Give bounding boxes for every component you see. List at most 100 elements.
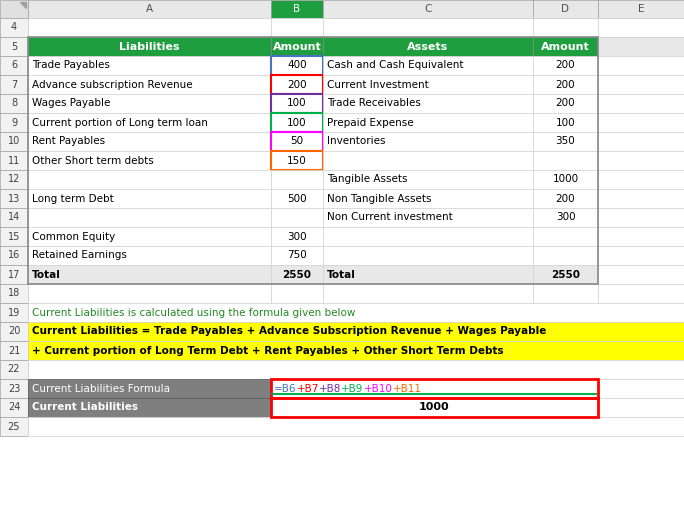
Bar	[533, 227, 598, 246]
Bar	[28, 246, 271, 265]
Bar	[271, 113, 323, 132]
Bar	[28, 113, 271, 132]
Bar	[0, 246, 28, 265]
Bar	[0, 113, 28, 132]
Text: Current portion of Long term loan: Current portion of Long term loan	[32, 118, 208, 128]
Bar	[323, 75, 533, 94]
Bar	[28, 189, 271, 208]
Bar	[271, 227, 323, 246]
Text: Trade Receivables: Trade Receivables	[327, 99, 421, 109]
Bar	[0, 94, 28, 113]
Text: 23: 23	[8, 384, 21, 394]
Text: 300: 300	[287, 231, 307, 241]
Bar	[323, 56, 533, 75]
Bar	[28, 341, 684, 360]
Text: 19: 19	[8, 307, 20, 317]
Text: 16: 16	[8, 250, 20, 260]
Text: 11: 11	[8, 155, 20, 165]
Bar	[323, 227, 533, 246]
Bar	[28, 37, 271, 56]
Text: 13: 13	[8, 193, 20, 203]
Bar	[323, 18, 533, 37]
Text: 200: 200	[555, 193, 575, 203]
Text: + Current portion of Long Term Debt + Rent Payables + Other Short Term Debts: + Current portion of Long Term Debt + Re…	[32, 346, 503, 356]
Text: 150: 150	[287, 155, 307, 165]
Bar	[271, 94, 323, 113]
Bar	[533, 132, 598, 151]
Text: Prepaid Expense: Prepaid Expense	[327, 118, 414, 128]
Bar	[271, 56, 323, 75]
Bar	[28, 398, 271, 417]
Bar	[28, 37, 598, 284]
Bar	[0, 18, 28, 37]
Bar	[271, 284, 323, 303]
Text: Rent Payables: Rent Payables	[32, 136, 105, 147]
Text: +B9: +B9	[341, 384, 364, 394]
Text: 10: 10	[8, 136, 20, 147]
Text: 14: 14	[8, 212, 20, 222]
Bar	[533, 189, 598, 208]
Text: Cash and Cash Equivalent: Cash and Cash Equivalent	[327, 61, 464, 71]
Text: 500: 500	[287, 193, 307, 203]
Bar	[533, 94, 598, 113]
Text: 400: 400	[287, 61, 307, 71]
Bar	[323, 246, 533, 265]
Bar	[271, 265, 323, 284]
Bar	[533, 246, 598, 265]
Text: 18: 18	[8, 288, 20, 298]
Bar	[323, 265, 533, 284]
Text: Amount: Amount	[541, 42, 590, 52]
Text: 100: 100	[287, 99, 307, 109]
Text: Tangible Assets: Tangible Assets	[327, 174, 408, 184]
Bar	[598, 37, 684, 56]
Text: 9: 9	[11, 118, 17, 128]
Text: 8: 8	[11, 99, 17, 109]
Text: Inventories: Inventories	[327, 136, 386, 147]
Text: 20: 20	[8, 327, 21, 337]
Bar	[271, 75, 323, 94]
Bar	[323, 94, 533, 113]
Bar	[598, 208, 684, 227]
Text: 200: 200	[555, 61, 575, 71]
Text: E: E	[637, 4, 644, 14]
Bar	[598, 379, 684, 398]
Bar	[271, 37, 323, 56]
Bar	[323, 0, 533, 18]
Text: 12: 12	[8, 174, 21, 184]
Text: 5: 5	[11, 42, 17, 52]
Bar	[28, 208, 271, 227]
Text: B: B	[293, 4, 300, 14]
Text: Retained Earnings: Retained Earnings	[32, 250, 127, 260]
Text: D: D	[562, 4, 570, 14]
Bar	[271, 75, 323, 94]
Bar	[28, 132, 271, 151]
Bar	[0, 0, 28, 18]
Bar	[0, 265, 28, 284]
Bar	[533, 113, 598, 132]
Bar	[598, 151, 684, 170]
Bar	[0, 341, 28, 360]
Bar	[271, 379, 598, 398]
Bar	[28, 56, 271, 75]
Text: 2550: 2550	[551, 269, 580, 279]
Bar	[0, 75, 28, 94]
Bar	[0, 227, 28, 246]
Text: 200: 200	[555, 99, 575, 109]
Bar	[271, 132, 323, 151]
Bar	[271, 132, 323, 151]
Text: 21: 21	[8, 346, 21, 356]
Text: Advance subscription Revenue: Advance subscription Revenue	[32, 80, 193, 90]
Text: 2550: 2550	[282, 269, 311, 279]
Bar	[323, 284, 533, 303]
Bar	[28, 379, 271, 398]
Bar	[28, 18, 271, 37]
Text: 100: 100	[287, 118, 307, 128]
Text: 1000: 1000	[553, 174, 579, 184]
Text: 200: 200	[555, 80, 575, 90]
Bar	[533, 208, 598, 227]
Bar	[598, 227, 684, 246]
Bar	[271, 151, 323, 170]
Text: 200: 200	[287, 80, 307, 90]
Text: Wages Payable: Wages Payable	[32, 99, 110, 109]
Bar	[598, 246, 684, 265]
